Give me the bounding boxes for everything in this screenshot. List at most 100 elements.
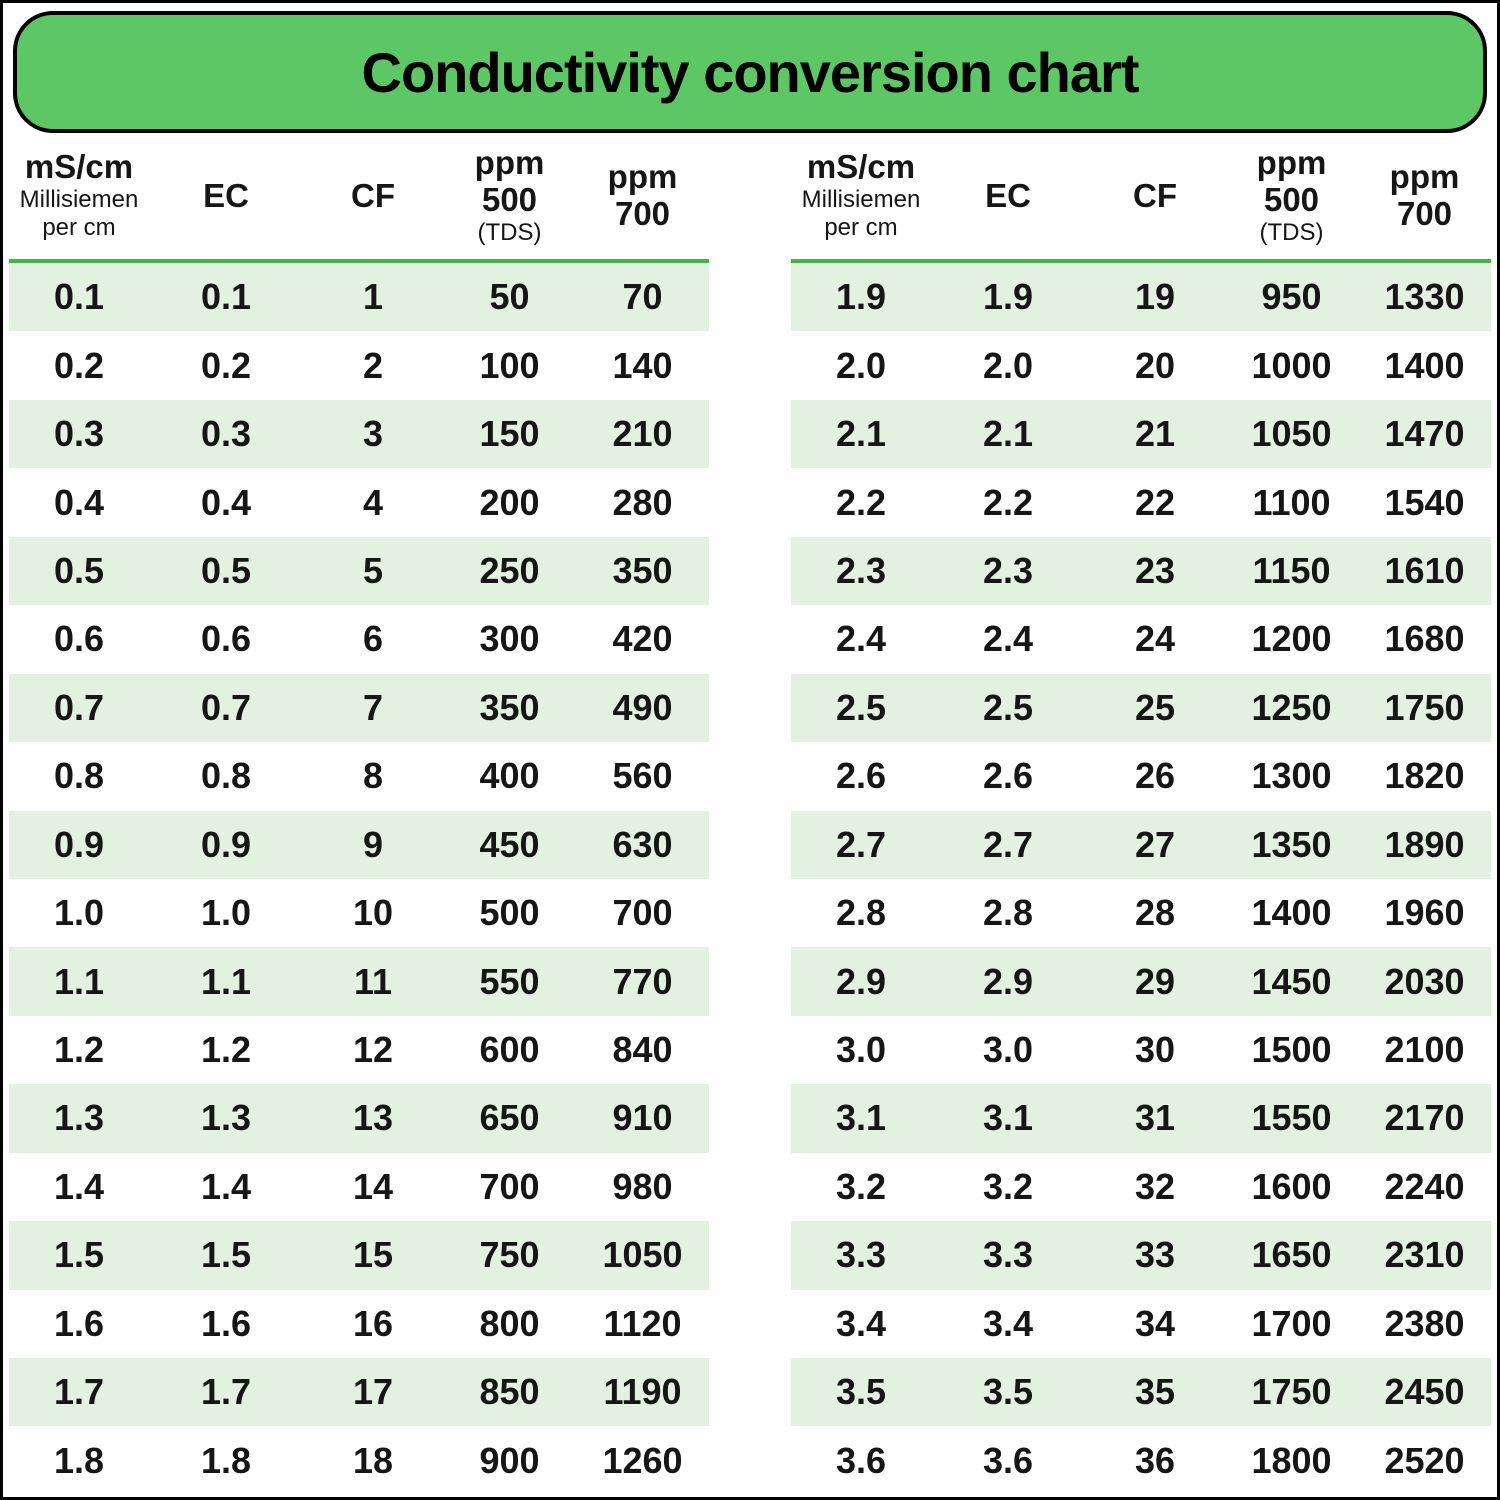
table-cell: 0.4: [200, 481, 252, 523]
table-cell: 2: [362, 344, 384, 386]
table-cell: 1500: [1251, 1029, 1332, 1071]
table-body: 0.1 0.1 1 50 70 0.2 0.2 2 100 140 0.3 0.3 3 150 210 0.4…: [9, 263, 709, 1495]
table-row: 3.0 3.0 30 1500 2100: [791, 1016, 1491, 1084]
table-cell: 1.5: [200, 1234, 252, 1276]
table-cell: 1540: [1384, 481, 1465, 523]
table-row: 3.4 3.4 34 1700 2380: [791, 1290, 1491, 1358]
table-cell: 2.1: [982, 413, 1034, 455]
table-cell: 27: [1134, 823, 1176, 865]
table-cell: 4: [362, 481, 384, 523]
table-cell: 1890: [1384, 823, 1465, 865]
table-cell: 0.9: [200, 823, 252, 865]
table-cell: 16: [352, 1302, 394, 1344]
table-cell: 250: [479, 549, 540, 591]
table-cell: 400: [479, 755, 540, 797]
table-row: 0.4 0.4 4 200 280: [9, 468, 709, 536]
table-cell: 1.2: [200, 1029, 252, 1071]
table-cell: 2100: [1384, 1029, 1465, 1071]
table-cell: 420: [612, 618, 673, 660]
table-cell: 11: [353, 960, 393, 1002]
table-cell: 2.1: [835, 413, 887, 455]
table-cell: 1400: [1251, 892, 1332, 934]
conversion-table-right: mS/cm Millisiemen per cm EC CF ppm 500 (TDS) ppm…: [791, 133, 1491, 1495]
table-cell: 3: [362, 413, 384, 455]
column-header-label: CF: [1133, 176, 1177, 214]
table-cell: 3.4: [835, 1302, 887, 1344]
table-cell: 2.3: [835, 549, 887, 591]
table-cell: 2.2: [982, 481, 1034, 523]
table-row: 1.8 1.8 18 900 1260: [9, 1426, 709, 1494]
table-cell: 33: [1134, 1234, 1176, 1276]
table-cell: 9: [362, 823, 384, 865]
table-cell: 0.4: [53, 481, 105, 523]
table-row: 1.5 1.5 15 750 1050: [9, 1221, 709, 1290]
table-cell: 1120: [603, 1302, 682, 1344]
table-cell: 1.6: [200, 1302, 252, 1344]
table-cell: 2.8: [982, 892, 1034, 934]
table-cell: 0.8: [200, 755, 252, 797]
table-cell: 2.4: [982, 618, 1034, 660]
table-cell: 2.9: [835, 960, 887, 1002]
table-cell: 8: [362, 755, 384, 797]
table-cell: 70: [622, 276, 663, 318]
table-cell: 1.6: [53, 1302, 105, 1344]
table-cell: 2.4: [835, 618, 887, 660]
column-header-label: ppm: [1389, 158, 1460, 196]
table-cell: 0.3: [200, 413, 252, 455]
table-row: 1.2 1.2 12 600 840: [9, 1016, 709, 1084]
table-cell: 0.9: [53, 823, 105, 865]
table-cell: 910: [612, 1097, 673, 1139]
table-row: 0.3 0.3 3 150 210: [9, 399, 709, 469]
column-header-label: 500: [481, 180, 538, 218]
table-row: 2.1 2.1 21 1050 1470: [791, 399, 1491, 469]
table-cell: 28: [1134, 892, 1176, 934]
table-cell: 140: [612, 344, 673, 386]
table-cell: 3.5: [835, 1371, 887, 1413]
table-cell: 840: [612, 1029, 673, 1071]
table-cell: 210: [612, 413, 673, 455]
table-cell: 50: [489, 276, 530, 318]
table-row: 0.1 0.1 1 50 70: [9, 263, 709, 332]
table-cell: 1400: [1384, 344, 1465, 386]
table-cell: 1.3: [200, 1097, 252, 1139]
table-row: 2.0 2.0 20 1000 1400: [791, 331, 1491, 399]
table-cell: 0.5: [53, 549, 105, 591]
table-row: 3.5 3.5 35 1750 2450: [791, 1358, 1491, 1427]
column-header-label: 500: [1263, 180, 1320, 218]
column-header: CF: [1085, 133, 1225, 259]
table-cell: 1: [362, 276, 384, 318]
table-row: 1.1 1.1 11 550 770: [9, 947, 709, 1016]
table-cell: 850: [479, 1371, 540, 1413]
table-row: 2.4 2.4 24 1200 1680: [791, 605, 1491, 673]
table-cell: 1610: [1384, 549, 1465, 591]
table-cell: 0.3: [53, 413, 105, 455]
table-cell: 7: [362, 686, 384, 728]
table-cell: 2310: [1384, 1234, 1465, 1276]
table-cell: 2.3: [982, 549, 1034, 591]
table-cell: 1200: [1251, 618, 1332, 660]
table-cell: 21: [1134, 413, 1176, 455]
table-row: 0.9 0.9 9 450 630: [9, 810, 709, 879]
table-cell: 6: [362, 618, 384, 660]
table-cell: 14: [352, 1165, 394, 1207]
table-cell: 1190: [603, 1371, 682, 1413]
table-cell: 2.6: [835, 755, 887, 797]
table-cell: 1.3: [53, 1097, 105, 1139]
table-cell: 1820: [1384, 755, 1465, 797]
table-cell: 2170: [1384, 1097, 1465, 1139]
table-cell: 29: [1134, 960, 1176, 1002]
table-cell: 560: [612, 755, 673, 797]
table-cell: 1.5: [53, 1234, 105, 1276]
column-header: CF: [303, 133, 443, 259]
column-header: ppm 700: [576, 133, 709, 259]
tables-container: mS/cm Millisiemen per cm EC CF ppm 500 (TDS) ppm…: [3, 133, 1497, 1495]
column-header-label: 700: [614, 195, 671, 232]
table-cell: 3.5: [982, 1371, 1034, 1413]
table-cell: 3.3: [835, 1234, 887, 1276]
table-cell: 2450: [1384, 1371, 1465, 1413]
table-cell: 22: [1134, 481, 1176, 523]
table-cell: 0.8: [53, 755, 105, 797]
table-row: 2.7 2.7 27 1350 1890: [791, 810, 1491, 879]
table-cell: 1750: [1251, 1371, 1332, 1413]
table-cell: 0.2: [53, 344, 105, 386]
